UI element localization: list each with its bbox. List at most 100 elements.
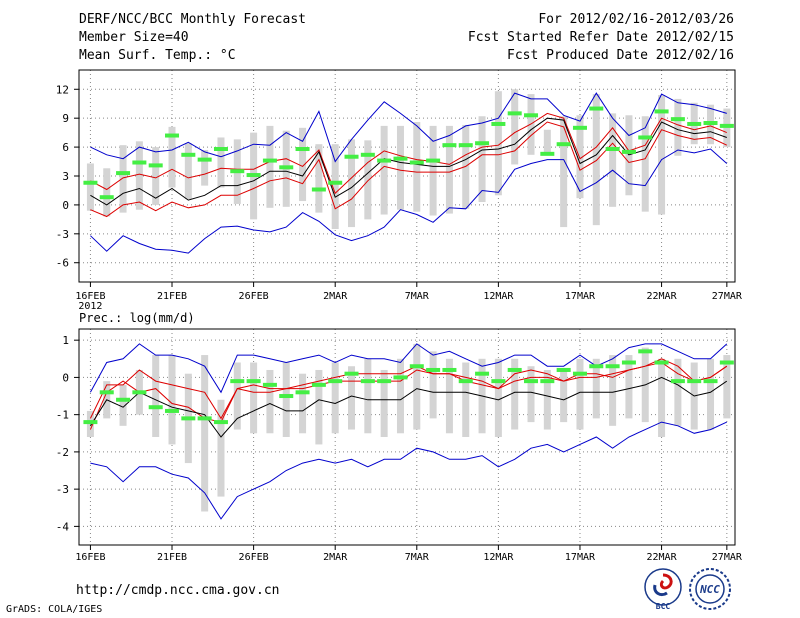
spread-bar bbox=[445, 358, 453, 434]
spread-bar bbox=[266, 125, 274, 208]
spread-bar bbox=[348, 139, 356, 228]
spread-bar bbox=[364, 358, 372, 434]
x-tick-label: 2MAR bbox=[323, 552, 348, 563]
forecast-marker bbox=[295, 147, 310, 152]
temperature-panel: -6 -3 0 3 6 9 12 16FEB 21FEB 26FEB 2MAR 7MAR 12MAR 17… bbox=[56, 69, 743, 325]
forecast-marker bbox=[670, 379, 685, 384]
min-line bbox=[90, 148, 728, 254]
forecast-marker bbox=[99, 390, 114, 395]
forecast-marker bbox=[540, 151, 555, 156]
x-tick-label: 7MAR bbox=[405, 552, 430, 563]
forecast-marker bbox=[556, 367, 571, 372]
spread-bar bbox=[152, 147, 160, 205]
forecast-marker bbox=[458, 143, 473, 148]
forecast-marker bbox=[279, 394, 294, 399]
y-tick-label: -4 bbox=[56, 520, 70, 533]
forecast-marker bbox=[344, 371, 359, 376]
forecast-marker bbox=[181, 152, 196, 157]
mean-line bbox=[90, 117, 727, 206]
forecast-marker bbox=[393, 375, 408, 380]
y-tick-label: 0 bbox=[62, 371, 69, 384]
x-tick-label: 12MAR bbox=[483, 552, 514, 563]
x-tick-label: 17MAR bbox=[565, 291, 596, 302]
spread-bar bbox=[413, 343, 421, 430]
forecast-marker bbox=[442, 367, 457, 372]
y-tick-label: 1 bbox=[62, 334, 69, 347]
chart-title: DERF/NCC/BCC Monthly Forecast bbox=[79, 12, 306, 27]
x-tick-label: 26FEB bbox=[239, 552, 269, 563]
max-line bbox=[89, 343, 728, 394]
spread-bar bbox=[609, 113, 617, 207]
y-tick-label: 3 bbox=[62, 170, 69, 183]
spread-bar bbox=[396, 358, 404, 434]
spread-bar bbox=[135, 141, 143, 210]
spread-bar bbox=[560, 116, 568, 228]
forecast-marker bbox=[246, 173, 261, 178]
spread-bar bbox=[282, 362, 290, 437]
plot-frame bbox=[78, 328, 736, 546]
spread-bar bbox=[103, 168, 111, 217]
forecast-marker bbox=[638, 349, 653, 354]
upper-line bbox=[90, 112, 727, 195]
y-tick-label: 12 bbox=[56, 83, 69, 96]
forecast-marker bbox=[605, 147, 620, 152]
forecast-marker bbox=[230, 169, 245, 174]
spread-bar bbox=[494, 358, 502, 437]
forecast-marker bbox=[621, 149, 636, 154]
precipitation-panel: -4 -3 -2 -1 0 1 16FEB 21FEB 26FEB 2MAR 7MAR 12MAR 17… bbox=[56, 328, 743, 563]
forecast-marker bbox=[328, 379, 343, 384]
source-url[interactable]: http://cmdp.ncc.cma.gov.cn bbox=[76, 583, 280, 598]
spread-bar bbox=[201, 355, 209, 512]
forecast-marker bbox=[148, 163, 163, 168]
forecast-marker bbox=[409, 160, 424, 165]
forecast-marker bbox=[507, 367, 522, 372]
forecast-marker bbox=[507, 111, 522, 116]
forecast-marker bbox=[393, 156, 408, 161]
forecast-marker bbox=[279, 165, 294, 170]
x-tick-label: 21FEB bbox=[157, 291, 187, 302]
forecast-marker bbox=[262, 158, 277, 163]
y-tick-label: -3 bbox=[56, 228, 69, 241]
spread-bar bbox=[511, 89, 519, 165]
forecast-marker bbox=[295, 390, 310, 395]
forecast-marker bbox=[458, 379, 473, 384]
forecast-marker bbox=[311, 187, 326, 192]
forecast-marker bbox=[572, 125, 587, 130]
spread-bar bbox=[86, 163, 94, 211]
forecast-marker bbox=[328, 180, 343, 185]
spread-bar bbox=[413, 122, 421, 212]
spread-bar bbox=[233, 362, 241, 430]
forecast-marker bbox=[621, 360, 636, 365]
spread-bar bbox=[168, 126, 176, 188]
forecast-marker bbox=[132, 390, 147, 395]
forecast-marker bbox=[165, 133, 180, 138]
spread-bar bbox=[380, 125, 388, 215]
forecast-marker bbox=[132, 160, 147, 165]
x-tick-label: 22MAR bbox=[647, 291, 678, 302]
bcc-logo-text: BCC bbox=[656, 602, 671, 611]
y-tick-label: 0 bbox=[62, 199, 69, 212]
bcc-logo: BCC bbox=[644, 568, 682, 611]
spread-bar bbox=[674, 358, 682, 426]
forecast-marker bbox=[426, 367, 441, 372]
forecast-marker bbox=[116, 397, 131, 402]
spread-bar bbox=[478, 116, 486, 203]
x-tick-label: 21FEB bbox=[157, 552, 187, 563]
forecast-marker bbox=[197, 416, 212, 421]
forecast-marker bbox=[360, 152, 375, 157]
spread-bar bbox=[348, 366, 356, 430]
spread-bar bbox=[266, 369, 274, 434]
forecast-marker bbox=[197, 157, 212, 162]
member-size: Member Size=40 bbox=[79, 30, 189, 45]
spread-bar bbox=[250, 362, 258, 434]
spread-bar bbox=[217, 399, 225, 497]
forecast-marker bbox=[556, 142, 571, 147]
forecast-marker bbox=[99, 195, 114, 200]
spread-bar bbox=[152, 355, 160, 437]
y-axis-label: Prec.: log(mm/d) bbox=[79, 311, 195, 325]
forecast-marker bbox=[360, 379, 375, 384]
forecast-marker bbox=[475, 371, 490, 376]
spread-bar bbox=[315, 369, 323, 445]
spread-bar bbox=[396, 125, 404, 210]
